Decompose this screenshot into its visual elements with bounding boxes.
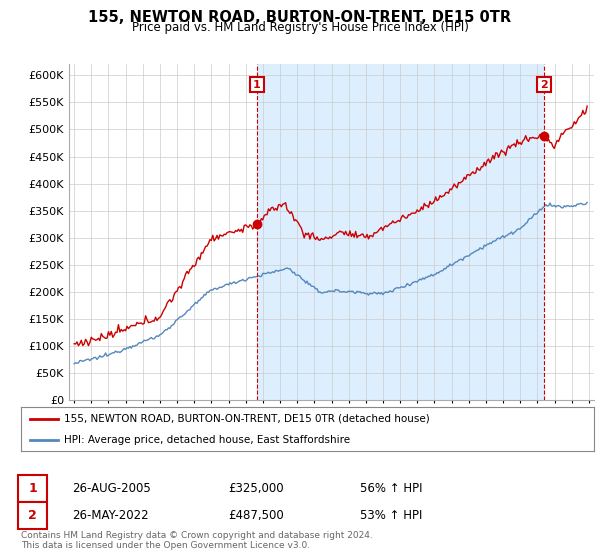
Text: 26-MAY-2022: 26-MAY-2022 [72, 509, 149, 522]
Text: 155, NEWTON ROAD, BURTON-ON-TRENT, DE15 0TR (detached house): 155, NEWTON ROAD, BURTON-ON-TRENT, DE15 … [64, 414, 430, 424]
Text: 155, NEWTON ROAD, BURTON-ON-TRENT, DE15 0TR: 155, NEWTON ROAD, BURTON-ON-TRENT, DE15 … [88, 10, 512, 25]
Text: 53% ↑ HPI: 53% ↑ HPI [360, 509, 422, 522]
Bar [257, 64, 544, 400]
Text: £325,000: £325,000 [228, 482, 284, 495]
Text: Price paid vs. HM Land Registry's House Price Index (HPI): Price paid vs. HM Land Registry's House … [131, 21, 469, 34]
Text: 2: 2 [540, 80, 548, 90]
Text: 1: 1 [253, 80, 261, 90]
Text: 2: 2 [28, 509, 37, 522]
Text: 26-AUG-2005: 26-AUG-2005 [72, 482, 151, 495]
Text: 56% ↑ HPI: 56% ↑ HPI [360, 482, 422, 495]
Text: £487,500: £487,500 [228, 509, 284, 522]
Text: 1: 1 [28, 482, 37, 495]
Text: HPI: Average price, detached house, East Staffordshire: HPI: Average price, detached house, East… [64, 435, 350, 445]
Text: Contains HM Land Registry data © Crown copyright and database right 2024.
This d: Contains HM Land Registry data © Crown c… [21, 530, 373, 550]
